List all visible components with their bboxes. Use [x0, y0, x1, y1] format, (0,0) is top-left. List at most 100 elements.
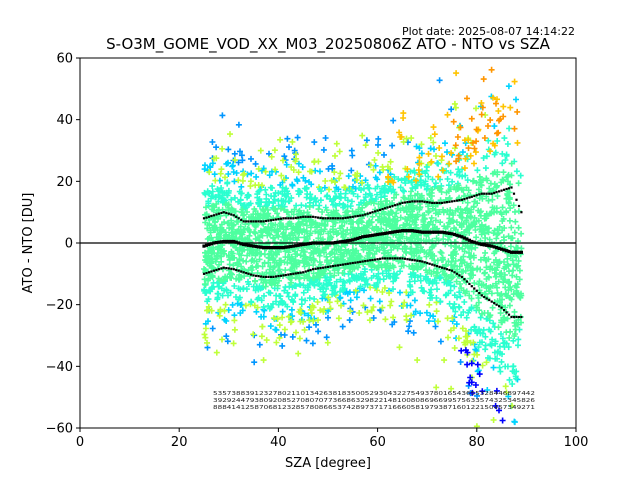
series-point	[343, 239, 347, 243]
series-point	[374, 210, 377, 213]
series-point	[237, 269, 240, 272]
series-point	[450, 200, 454, 203]
series-point	[210, 214, 213, 218]
series-point	[410, 229, 414, 233]
series-point	[358, 236, 362, 240]
series-point	[388, 257, 392, 260]
series-point	[515, 198, 518, 201]
series-point	[512, 250, 516, 254]
series-point	[336, 217, 339, 220]
series-point	[423, 261, 426, 264]
bin-count-labels: 5357388391232780211013426381835005293043…	[213, 391, 535, 411]
series-point	[259, 275, 263, 278]
y-axis-label: ATO - NTO [DU]	[21, 193, 36, 294]
series-point	[426, 201, 429, 204]
x-tick-label: 80	[469, 435, 486, 450]
series-point	[354, 261, 357, 264]
series-point	[267, 219, 270, 222]
series-point	[334, 217, 337, 220]
series-point	[225, 211, 228, 214]
series-point	[450, 269, 454, 272]
series-point	[232, 214, 235, 217]
series-point	[396, 203, 399, 206]
series-point	[441, 201, 444, 204]
series-point	[383, 207, 387, 210]
series-point	[289, 217, 292, 220]
series-point	[339, 263, 342, 267]
series-point	[205, 272, 208, 275]
series-point	[242, 271, 245, 274]
series-point	[259, 220, 263, 223]
series-point	[465, 237, 469, 241]
series-point	[490, 300, 493, 303]
series-point	[267, 275, 270, 278]
series-point	[366, 234, 370, 238]
series-point	[284, 217, 287, 220]
series-point	[485, 243, 489, 247]
series-point	[421, 200, 424, 203]
series-point	[413, 200, 416, 203]
series-point	[408, 258, 411, 261]
series-point	[331, 265, 335, 268]
series-point	[257, 245, 261, 249]
series-point	[462, 236, 466, 240]
series-point	[339, 217, 342, 220]
series-point	[391, 257, 394, 260]
series-point	[498, 305, 501, 308]
series-point	[478, 292, 481, 295]
series-point	[378, 232, 382, 236]
series-point	[294, 244, 298, 248]
series-point	[299, 271, 302, 274]
series-point	[239, 242, 243, 246]
series-point	[452, 232, 457, 237]
series-point	[366, 259, 369, 262]
series-point	[245, 220, 248, 223]
series-point	[441, 266, 444, 269]
series-point	[487, 244, 491, 248]
series-point	[505, 311, 508, 314]
series-point	[207, 242, 211, 247]
series-point	[284, 273, 287, 277]
series-point	[421, 260, 424, 263]
series-mean-minus-std	[202, 257, 523, 319]
series-point	[416, 259, 419, 262]
x-tick-label: 0	[76, 435, 84, 450]
series-point	[379, 208, 382, 211]
series-point	[411, 258, 414, 262]
series-point	[393, 257, 397, 260]
series-point	[202, 244, 206, 248]
series-point	[309, 268, 312, 272]
series-point	[321, 217, 325, 220]
series-point	[279, 246, 283, 250]
series-point	[403, 201, 406, 204]
series-point	[510, 315, 513, 319]
series-point	[480, 242, 484, 247]
series-point	[204, 243, 209, 247]
series-point	[473, 287, 476, 290]
series-point	[205, 216, 208, 219]
series-point	[217, 268, 220, 271]
series-point	[284, 245, 288, 249]
series-point	[458, 199, 461, 202]
series-point	[381, 208, 384, 211]
series-point	[264, 275, 268, 278]
series-point	[302, 271, 305, 274]
series-point	[482, 243, 486, 247]
series-point	[307, 269, 310, 272]
series-point	[455, 199, 459, 202]
series-point	[219, 240, 223, 244]
series-point	[234, 240, 238, 244]
series-point	[428, 201, 431, 204]
series-point	[495, 303, 498, 306]
series-point	[500, 306, 503, 309]
series-point	[512, 192, 516, 195]
series-point	[430, 230, 434, 234]
chart-title: S-O3M_GOME_VOD_XX_M03_20250806Z ATO - NT…	[106, 35, 551, 54]
series-point	[262, 275, 265, 278]
x-axis-label: SZA [degree]	[285, 456, 371, 471]
series-mean-plus-std	[202, 186, 523, 223]
x-tick-label: 40	[270, 435, 287, 450]
series-point	[247, 272, 250, 275]
scatter-markers	[201, 160, 525, 341]
series-point	[453, 199, 456, 203]
